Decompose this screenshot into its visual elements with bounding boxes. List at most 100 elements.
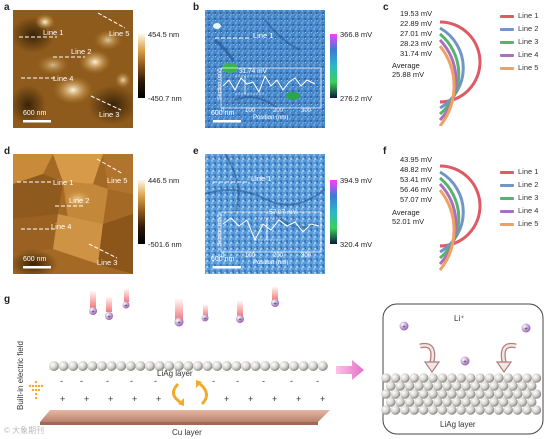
svg-text:+: + xyxy=(124,304,128,310)
line-2-label: Line 2 xyxy=(69,196,90,205)
scale-bar-label: 600 nm xyxy=(211,110,235,117)
svg-text:-: - xyxy=(236,376,239,386)
line-2-label: Line 2 xyxy=(71,47,92,56)
svg-text:+: + xyxy=(296,394,301,404)
average-value: 52.01 mV xyxy=(392,217,425,226)
svg-text:-: - xyxy=(316,376,319,386)
svg-text:+: + xyxy=(203,317,207,323)
line-1-label: Line 1 xyxy=(43,28,64,37)
legend-swatch-line-4 xyxy=(500,210,514,213)
scale-bar-label: 600 nm xyxy=(211,256,235,263)
legend-swatch-line-5 xyxy=(500,67,514,70)
line-3-label: Line 3 xyxy=(99,110,120,119)
svg-text:-: - xyxy=(60,376,63,386)
line-1-label: Line 1 xyxy=(251,174,272,183)
value-line-2: 48.82 mV xyxy=(400,165,433,174)
watermark: © 大象期刊 xyxy=(4,426,45,435)
svg-text:+: + xyxy=(248,394,253,404)
legend-line-2: Line 2 xyxy=(518,180,539,189)
value-line-1: 19.53 mV xyxy=(400,9,433,18)
svg-text:+: + xyxy=(238,318,242,324)
svg-text:-: - xyxy=(290,376,293,386)
legend-swatch-line-2 xyxy=(500,184,514,187)
colorbar-a-max: 454.5 nm xyxy=(148,30,180,39)
svg-text:+: + xyxy=(224,394,229,404)
inset-ylabel: Section (mV) xyxy=(217,68,223,100)
line-1-label: Line 1 xyxy=(253,31,274,40)
colorbar-e-min: 320.4 mV xyxy=(340,240,373,249)
inset-tick-0: 0 xyxy=(221,253,225,259)
legend-line-4: Line 4 xyxy=(518,50,539,59)
svg-text:+: + xyxy=(463,360,467,366)
panel-label-f: f xyxy=(383,146,387,157)
svg-text:+: + xyxy=(108,394,113,404)
svg-text:-: - xyxy=(262,376,265,386)
colorbar-e xyxy=(330,180,337,244)
inset-xlabel: Position (nm) xyxy=(253,260,289,266)
legend-line-3: Line 3 xyxy=(518,37,539,46)
value-line-3: 53.41 mV xyxy=(400,175,433,184)
scale-bar-label: 600 nm xyxy=(23,256,47,263)
panel-label-d: d xyxy=(4,146,11,157)
colorbar-d xyxy=(138,180,145,244)
afm-topography-a: Line 1 Line 2 Line 3 Line 4 Line 5 600 n… xyxy=(13,10,133,128)
inset-tick-100: 100 xyxy=(245,253,256,259)
line-5-label: Line 5 xyxy=(107,176,128,185)
svg-text:+: + xyxy=(272,394,277,404)
colorbar-a xyxy=(138,34,145,98)
legend-swatch-line-1 xyxy=(500,171,514,174)
panel-label-e: e xyxy=(193,146,199,157)
svg-text:+: + xyxy=(320,394,325,404)
legend-line-5: Line 5 xyxy=(518,219,539,228)
svg-text:+: + xyxy=(84,394,89,404)
panel-label-b: b xyxy=(193,2,200,13)
value-line-1: 43.95 mV xyxy=(400,155,433,164)
value-line-3: 27.01 mV xyxy=(400,29,433,38)
inset-tick-0: 0 xyxy=(221,108,225,114)
schematic-g: + + + + + + + ---------- + + + + + + + + + + + + … xyxy=(28,286,544,435)
svg-text:-: - xyxy=(106,376,109,386)
legend-swatch-line-4 xyxy=(500,54,514,57)
colorbar-d-min: -501.6 nm xyxy=(148,240,182,249)
inset-xlabel: Position (nm) xyxy=(253,115,289,121)
svg-text:+: + xyxy=(60,394,65,404)
line-4-label: Line 4 xyxy=(53,74,74,83)
panel-label-a: a xyxy=(4,2,10,13)
semicircle-chart-c xyxy=(438,20,482,126)
line-4-label: Line 4 xyxy=(51,222,72,231)
legend-line-4: Line 4 xyxy=(518,206,539,215)
legend-line-5: Line 5 xyxy=(518,63,539,72)
value-line-5: 31.74 mV xyxy=(400,49,433,58)
afm-topography-d: Line 1 Line 2 Line 3 Line 4 Line 5 600 n… xyxy=(13,154,133,274)
svg-text:+: + xyxy=(156,394,161,404)
svg-text:-: - xyxy=(212,376,215,386)
legend-swatch-line-3 xyxy=(500,197,514,200)
average-label: Average xyxy=(392,208,420,217)
svg-text:+: + xyxy=(402,325,406,331)
line-3-label: Line 3 xyxy=(97,258,118,267)
inset-tick-300: 300 xyxy=(301,253,312,259)
colorbar-d-max: 446.5 nm xyxy=(148,176,180,185)
legend-line-1: Line 1 xyxy=(518,167,539,176)
colorbar-b-min: 276.2 mV xyxy=(340,94,373,103)
legend-swatch-line-5 xyxy=(500,223,514,226)
inset-value-label: 57.07 mV xyxy=(269,209,297,216)
svg-text:+: + xyxy=(107,315,111,321)
colorbar-b-max: 366.8 mV xyxy=(340,30,373,39)
semicircle-chart-f xyxy=(438,164,482,271)
legend-line-2: Line 2 xyxy=(518,24,539,33)
value-line-2: 22.89 mV xyxy=(400,19,433,28)
svg-text:-: - xyxy=(80,376,83,386)
inset-ylabel: Section (mV) xyxy=(217,214,223,246)
legend-swatch-line-2 xyxy=(500,28,514,31)
kpfm-potential-b: Line 1 31.74 mV Section (mV) 0 100 200 3… xyxy=(205,10,325,128)
average-value: 25.88 mV xyxy=(392,70,425,79)
panel-label-g: g xyxy=(4,294,11,305)
value-line-4: 56.46 mV xyxy=(400,185,433,194)
cu-layer-label: Cu layer xyxy=(172,428,202,437)
inset-tick-200: 200 xyxy=(273,253,284,259)
value-line-5: 57.07 mV xyxy=(400,195,433,204)
legend-swatch-line-3 xyxy=(500,41,514,44)
inset-tick-300: 300 xyxy=(301,108,312,114)
svg-text:+: + xyxy=(524,327,528,333)
